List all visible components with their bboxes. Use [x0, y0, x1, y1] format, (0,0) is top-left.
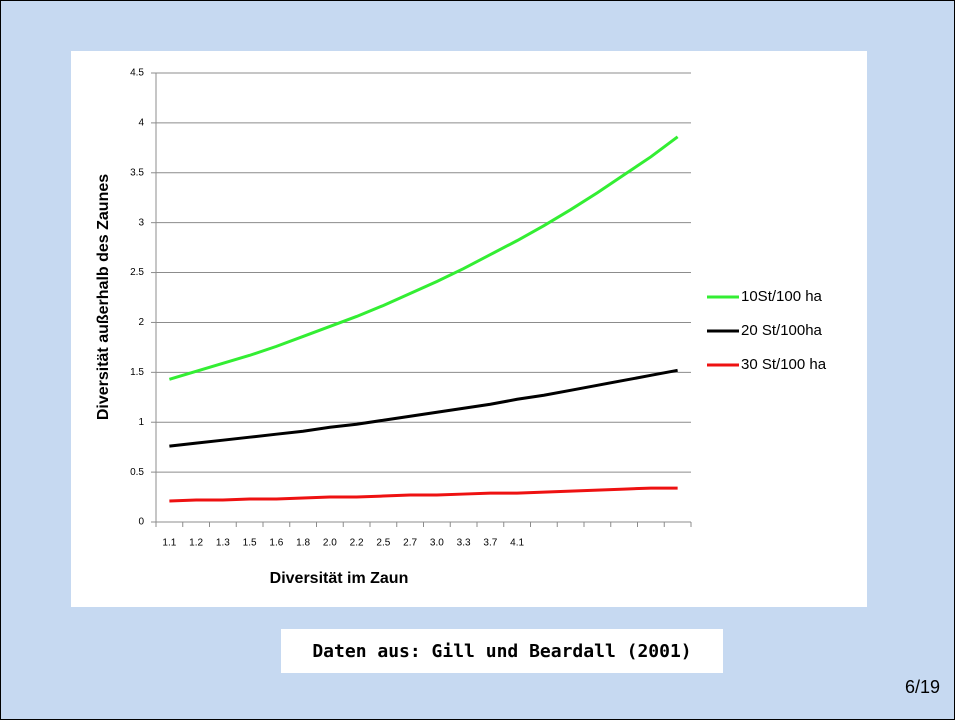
x-tick-label: 2.7: [403, 538, 417, 549]
series-line: [169, 368, 678, 448]
x-tick-label: 2.0: [323, 538, 337, 549]
series-line: [168, 135, 679, 381]
y-tick-label: 0.5: [130, 467, 144, 478]
x-tick-label: 1.3: [216, 538, 230, 549]
x-tick-label: 1.2: [189, 538, 203, 549]
caption: Daten aus: Gill und Beardall (2001): [281, 629, 723, 673]
legend-label: 30 St/100 ha: [741, 356, 827, 373]
chart-area: [71, 51, 867, 607]
y-tick-label: 0: [138, 517, 144, 528]
y-tick-label: 2: [138, 317, 144, 328]
x-axis-label: Diversität im Zaun: [270, 570, 409, 587]
x-tick-label: 4.1: [510, 538, 524, 549]
legend-label: 20 St/100ha: [741, 322, 823, 339]
y-tick-label: 1.5: [130, 367, 144, 378]
y-tick-label: 4.5: [130, 68, 144, 79]
x-tick-label: 3.0: [430, 538, 444, 549]
y-tick-label: 4: [138, 118, 144, 129]
y-axis-label: Diversität außerhalb des Zaunes: [95, 174, 112, 420]
x-tick-label: 1.1: [162, 538, 176, 549]
x-tick-label: 2.5: [376, 538, 390, 549]
x-tick-label: 1.5: [243, 538, 257, 549]
y-tick-label: 3: [138, 217, 144, 228]
x-tick-label: 1.8: [296, 538, 310, 549]
y-tick-label: 1: [138, 417, 144, 428]
page-number: 6/19: [904, 677, 940, 697]
y-tick-label: 3.5: [130, 167, 144, 178]
x-tick-label: 3.7: [483, 538, 497, 549]
x-tick-label: 3.3: [457, 538, 471, 549]
x-tick-label: 1.6: [269, 538, 283, 549]
series-line: [169, 486, 678, 503]
legend-label: 10St/100 ha: [741, 288, 823, 305]
x-tick-label: 2.2: [350, 538, 364, 549]
y-tick-label: 2.5: [130, 267, 144, 278]
